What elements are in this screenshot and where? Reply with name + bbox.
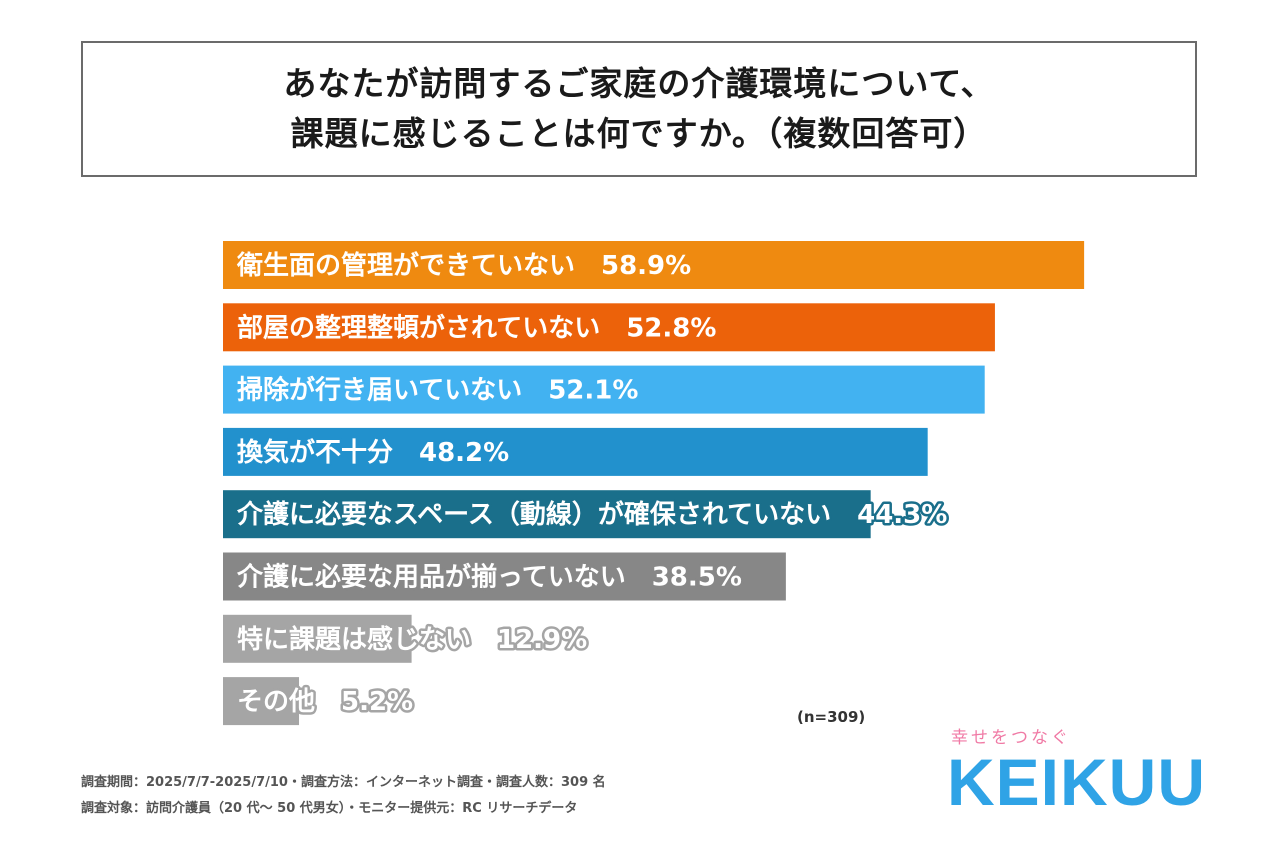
- sample-size-note: (n=309): [797, 708, 866, 726]
- brand-tagline: 幸せをつなぐ: [951, 728, 1071, 748]
- bar-label-7: 特に課題は感じない 12.9%: [237, 624, 587, 655]
- bar-8: [223, 677, 300, 726]
- bar-4: [223, 427, 928, 476]
- bar-7: [223, 614, 412, 663]
- chart-title-line-1: あなたが訪問するご家庭の介護環境について、: [283, 64, 995, 103]
- chart-title-box: あなたが訪問するご家庭の介護環境について、 課題に感じることは何ですか。（複数回…: [81, 41, 1197, 177]
- bar-label-4: 換気が不十分 48.2%: [237, 437, 509, 468]
- chart-title-line-2: 課題に感じることは何ですか。（複数回答可）: [290, 114, 988, 153]
- bar-label-2: 部屋の整理整頓がされていない 52.8%: [237, 312, 716, 343]
- footer-survey-info-2: 調査対象：訪問介護員（20 代～ 50 代男女）・モニター提供元：RC リサーチ…: [81, 801, 578, 816]
- bar-5: [223, 490, 871, 539]
- bar-6: [223, 552, 786, 601]
- bar-label-8: その他 5.2%: [237, 687, 413, 717]
- bar-2: [223, 303, 995, 352]
- bar-1: [223, 241, 1085, 289]
- bar-label-6: 介護に必要な用品が揃っていない 38.5%: [236, 562, 742, 593]
- bar-label-5: 介護に必要なスペース（動線）が確保されていない 44.3%: [236, 499, 947, 530]
- bar-label-1: 衛生面の管理ができていない 58.9%: [236, 250, 691, 281]
- bar-label-3: 掃除が行き届いていない 52.1%: [237, 375, 638, 406]
- bar-3: [223, 365, 985, 414]
- footer-survey-info-1: 調査期間：2025/7/7-2025/7/10・調査方法：インターネット調査・調…: [81, 775, 606, 790]
- brand-logo: KEIKUU: [947, 745, 1207, 819]
